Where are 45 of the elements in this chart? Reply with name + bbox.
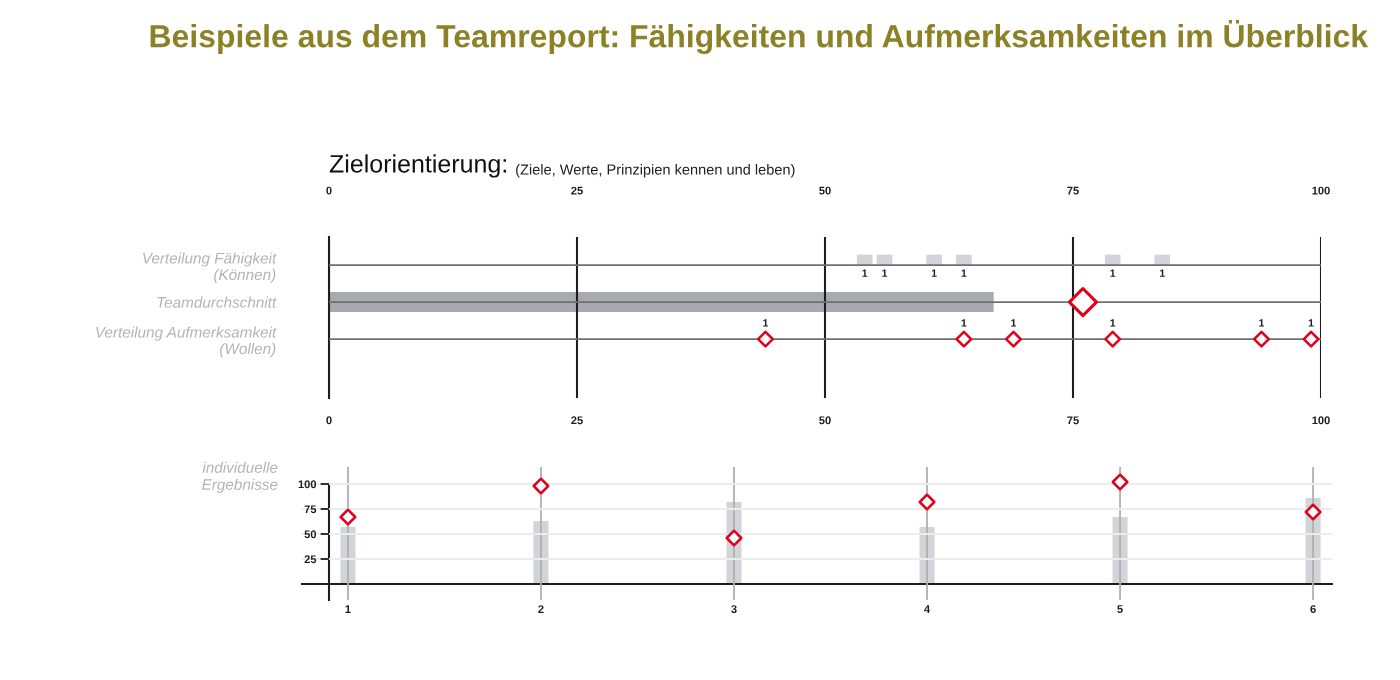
x2-tick-label: 50 [819,416,831,425]
annotation: 1 [862,269,868,277]
annotation: 1 [961,319,967,327]
annotation: 1 [1110,319,1116,327]
y-axis-title: individuelle Ergebnisse [202,461,278,493]
point [1111,473,1129,491]
point [532,477,550,495]
annotation: 1 [931,269,937,277]
y-tick-label: Teamdurchschnitt [157,296,277,308]
point [1304,503,1322,521]
x-tick-label: 3 [731,605,737,614]
point [339,508,357,526]
x-tick-label: 4 [924,605,931,613]
annotation: 1 [882,269,888,277]
point [725,529,743,547]
x2-tick-label: 0 [326,416,332,425]
text: (Ziele, Werte, Prinzipien kennen und leben) [516,163,795,178]
x2-tick-label: 75 [1067,416,1079,425]
chart-subtitle: Zielorientierung: [329,154,506,178]
point [918,493,936,511]
x-tick-label: 0 [326,186,332,195]
y-tick-label: Verteilung Fähigkeit (Können) [143,252,277,284]
annotation: 1 [961,269,967,277]
y-tick-label: 75 [304,505,317,514]
y-tick-label: 25 [304,555,317,564]
x2-tick-label: 25 [571,416,583,425]
annotation: 1 [1308,319,1314,327]
chart-title: Beispiele aus dem Teamreport: Fähigkeiten und Aufmerksamkeiten im Überblick [150,19,1369,55]
annotation: 1 [1160,269,1165,277]
x2-tick-label: 100 [1312,416,1330,425]
x-tick-label: 6 [1310,605,1316,613]
x-tick-label: 75 [1067,186,1079,195]
x-tick-label: 25 [571,186,583,195]
y-tick-label: 50 [304,530,317,539]
x-tick-label: 100 [1312,186,1330,195]
y-tick-label: 100 [298,480,317,489]
x-tick-label: 5 [1117,605,1123,613]
annotation: 1 [1259,319,1265,327]
x-tick-label: 2 [538,605,544,613]
annotation: 1 [1011,319,1017,327]
x-tick-label: 1 [345,605,351,613]
y-tick-label: Verteilung Aufmerksamkeit (Wollen) [96,326,277,358]
annotation: 1 [1110,269,1116,277]
annotation: 1 [763,319,769,327]
x-tick-label: 50 [819,186,831,195]
